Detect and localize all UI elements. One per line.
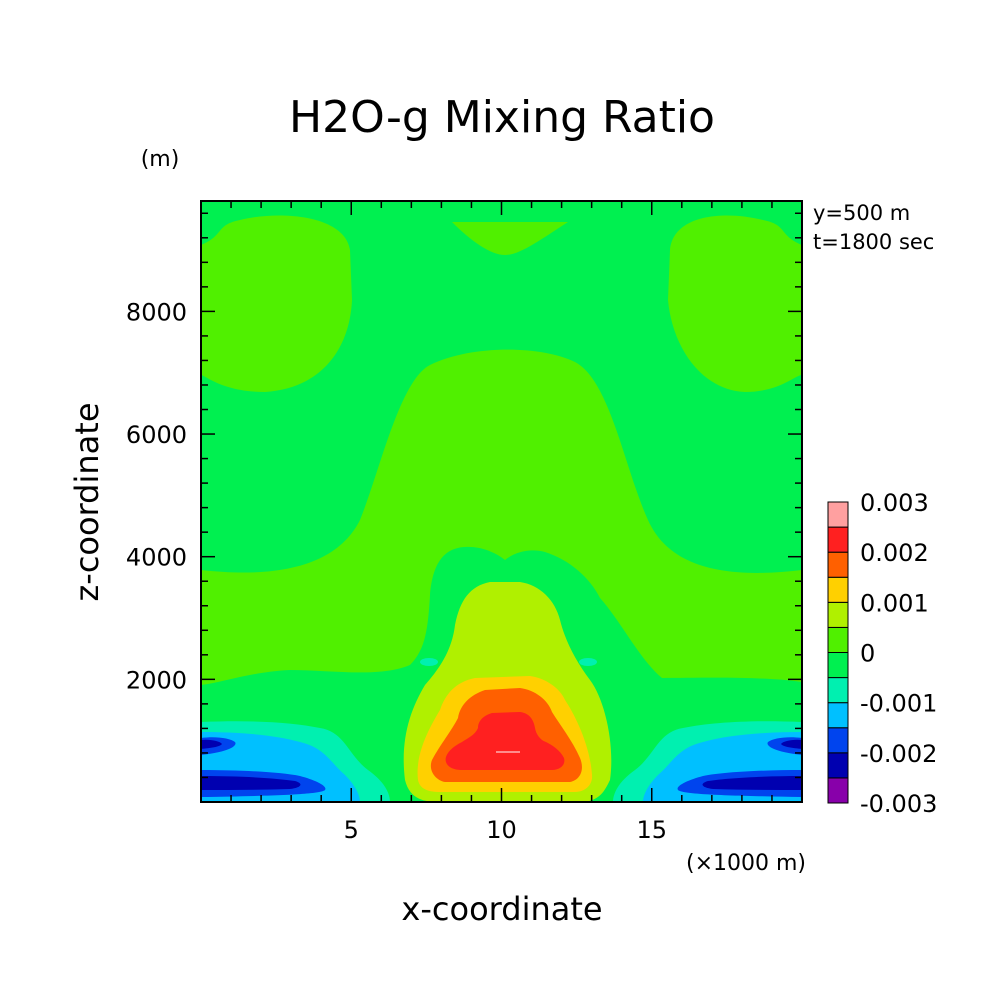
y-tick-label: 8000 [126,298,187,326]
colorbar-label: 0 [860,640,875,668]
colorbar-label: -0.003 [860,790,937,818]
contour-region-mid [201,349,802,685]
y-tick-label: 2000 [126,666,187,694]
colorbar-labels: 0.003 0.002 0.001 0 -0.001 -0.002 -0.003 [860,489,937,818]
annotation-y: y=500 m [813,201,910,225]
colorbar-swatch [827,702,849,729]
contour-region-mini-right [579,658,597,666]
y-tick-label: 6000 [126,421,187,449]
chart-title: H2O-g Mixing Ratio [289,92,715,143]
contour-region-mini-left [420,658,438,666]
x-axis-label: x-coordinate [401,890,602,928]
contour-region-top-left [201,201,352,392]
colorbar-swatch [827,576,849,603]
colorbar-swatch [827,652,849,679]
colorbar [827,501,849,804]
contour-region-left-m002 [201,776,301,790]
contour-region-left-m002-b [201,739,222,749]
colorbar-swatch [827,626,849,654]
contour-region-top-right [668,201,802,392]
contour-region-right-m002-b [781,739,802,749]
annotation-t: t=1800 sec [813,230,934,254]
colorbar-label: -0.002 [860,740,937,768]
x-tick-label: 10 [486,816,517,844]
y-axis-label: z-coordinate [68,402,106,601]
colorbar-swatch [827,551,849,578]
colorbar-swatch [827,501,849,528]
colorbar-label: 0.001 [860,589,929,617]
contour-region-002 [445,712,565,770]
colorbar-swatch [827,727,849,754]
colorbar-swatch [827,526,849,553]
colorbar-label: -0.001 [860,690,937,718]
colorbar-swatch [827,777,849,804]
colorbar-label: 0.003 [860,489,929,517]
colorbar-swatch [827,677,849,704]
colorbar-swatch [827,601,849,628]
axis-ticks [201,201,802,802]
axis-tick-labels: 5 10 15 2000 4000 6000 8000 [126,298,667,844]
x-tick-label: 5 [344,816,359,844]
y-unit-label: (m) [141,147,180,172]
contour-region-right-m002 [702,776,802,790]
x-tick-label: 15 [636,816,667,844]
colorbar-swatch [827,752,849,779]
x-unit-label: (×1000 m) [686,851,806,876]
y-tick-label: 4000 [126,544,187,572]
colorbar-label: 0.002 [860,539,929,567]
contour-region-top-center [452,222,568,255]
